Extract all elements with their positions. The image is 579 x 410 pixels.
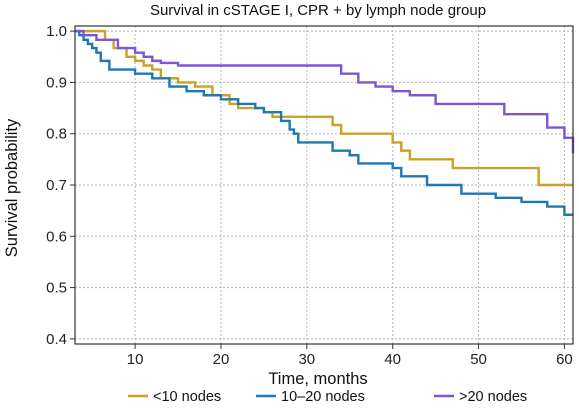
x-tick-label: 50 — [470, 351, 487, 368]
chart-title: Survival in cSTAGE I, CPR + by lymph nod… — [150, 2, 486, 19]
y-tick-label: 0.6 — [46, 228, 67, 245]
series-line-2 — [75, 29, 575, 154]
legend-item: 10–20 nodes — [256, 389, 365, 405]
x-tick-label: 10 — [127, 351, 144, 368]
y-tick-label: 0.7 — [46, 177, 67, 194]
y-tick-label: 1.0 — [46, 23, 67, 40]
x-tick-label: 30 — [298, 351, 315, 368]
legend-item: <10 nodes — [128, 389, 221, 405]
legend-label: <10 nodes — [153, 389, 221, 405]
legend: <10 nodes 10–20 nodes >20 nodes — [128, 389, 527, 405]
x-axis-title: Time, months — [268, 370, 367, 388]
x-tick-label: 40 — [384, 351, 401, 368]
x-tick-label: 60 — [556, 351, 573, 368]
series-line-1 — [75, 29, 573, 216]
legend-label: 10–20 nodes — [281, 389, 365, 405]
y-tick-label: 0.4 — [46, 331, 67, 348]
series-line-0 — [75, 29, 573, 187]
y-tick-label: 0.8 — [46, 126, 67, 143]
axes: 10 20 30 40 50 60 0.4 0.5 0.6 0.7 0.8 0.9 1.0 — [46, 23, 573, 368]
x-tick-label: 20 — [213, 351, 230, 368]
series-lines — [75, 29, 575, 216]
legend-label: >20 nodes — [459, 389, 527, 405]
y-tick-label: 0.9 — [46, 74, 67, 91]
y-axis-title: Survival probability — [3, 118, 21, 257]
y-tick-label: 0.5 — [46, 280, 67, 297]
grid — [75, 26, 573, 344]
legend-item: >20 nodes — [434, 389, 527, 405]
